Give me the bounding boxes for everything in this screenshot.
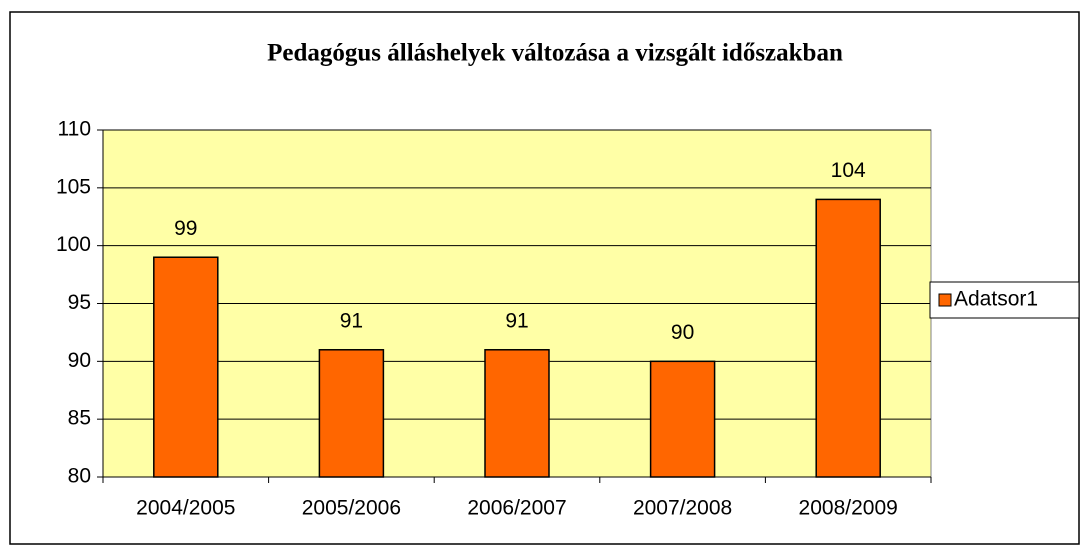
bar: [815, 198, 881, 478]
y-tick-label: 105: [56, 175, 91, 198]
chart-title: Pedagógus álláshelyek változása a vizsgá…: [267, 40, 843, 67]
x-tick-label: 2008/2009: [799, 497, 898, 520]
y-tick-label: 110: [58, 118, 91, 141]
legend-swatch: [938, 293, 952, 307]
bar: [318, 349, 385, 478]
data-label: 91: [340, 309, 363, 332]
bar: [649, 360, 716, 478]
x-tick-label: 2007/2008: [633, 497, 732, 520]
y-tick-label: 90: [68, 349, 91, 372]
data-label: 90: [671, 321, 694, 344]
data-label: 104: [831, 159, 866, 182]
x-tick-label: 2005/2006: [302, 497, 401, 520]
y-tick-label: 100: [56, 233, 91, 256]
x-tick-label: 2006/2007: [467, 497, 566, 520]
y-tick-label: 80: [68, 465, 91, 488]
data-label: 99: [174, 217, 197, 240]
legend-box: [929, 281, 1080, 319]
y-tick-label: 95: [68, 291, 91, 314]
legend-label: Adatsor1: [954, 288, 1038, 311]
bar: [153, 256, 219, 478]
bar: [484, 349, 550, 478]
x-tick-label: 2004/2005: [136, 497, 235, 520]
y-tick-label: 85: [68, 407, 91, 430]
data-label: 91: [505, 309, 528, 332]
